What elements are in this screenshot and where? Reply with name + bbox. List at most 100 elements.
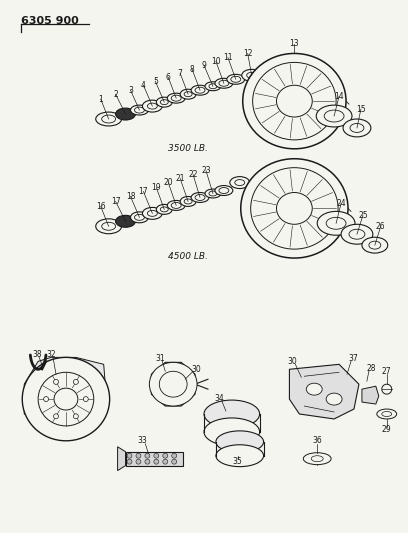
Text: 22: 22 [188, 170, 198, 179]
Text: 16: 16 [96, 202, 106, 211]
Ellipse shape [377, 409, 397, 419]
Text: 17: 17 [111, 197, 120, 206]
Ellipse shape [96, 112, 122, 126]
Polygon shape [151, 362, 195, 406]
Text: 26: 26 [376, 222, 386, 231]
Text: 12: 12 [243, 49, 253, 58]
Ellipse shape [227, 74, 245, 84]
Circle shape [136, 453, 141, 458]
Ellipse shape [167, 93, 185, 103]
Text: 8: 8 [190, 65, 195, 74]
Text: 4500 LB.: 4500 LB. [168, 252, 208, 261]
Ellipse shape [135, 107, 144, 113]
Text: 29: 29 [382, 425, 392, 434]
Ellipse shape [102, 115, 115, 123]
Ellipse shape [216, 445, 264, 466]
Polygon shape [126, 452, 183, 466]
Ellipse shape [277, 85, 312, 117]
Text: 30: 30 [191, 365, 201, 374]
Circle shape [127, 459, 132, 464]
Text: 28: 28 [366, 364, 376, 373]
Text: 3500 LB.: 3500 LB. [168, 144, 208, 154]
Text: 9: 9 [202, 61, 206, 70]
Ellipse shape [142, 100, 162, 112]
Ellipse shape [191, 192, 209, 203]
Text: 6305 900: 6305 900 [21, 15, 79, 26]
Ellipse shape [231, 76, 241, 82]
Circle shape [163, 453, 168, 458]
Ellipse shape [180, 89, 196, 99]
Text: 5: 5 [153, 77, 158, 86]
Ellipse shape [159, 372, 187, 397]
Ellipse shape [147, 211, 157, 216]
Ellipse shape [204, 400, 259, 428]
Circle shape [53, 379, 58, 384]
Text: 36: 36 [313, 437, 322, 445]
Ellipse shape [131, 105, 149, 115]
Ellipse shape [215, 78, 233, 88]
Circle shape [145, 453, 150, 458]
Text: 3: 3 [128, 86, 133, 95]
Text: 1: 1 [98, 95, 103, 103]
Ellipse shape [349, 229, 365, 239]
Ellipse shape [362, 237, 388, 253]
Text: 6: 6 [166, 73, 171, 82]
Circle shape [154, 453, 159, 458]
Ellipse shape [167, 200, 185, 211]
Circle shape [172, 459, 177, 464]
Ellipse shape [209, 191, 217, 196]
Ellipse shape [235, 180, 245, 185]
Ellipse shape [102, 222, 115, 230]
Ellipse shape [54, 388, 78, 410]
Ellipse shape [326, 217, 346, 229]
Text: 15: 15 [356, 104, 366, 114]
Ellipse shape [204, 418, 259, 446]
Ellipse shape [115, 215, 135, 227]
Ellipse shape [216, 431, 264, 453]
Text: 13: 13 [290, 39, 299, 48]
Ellipse shape [243, 53, 346, 149]
Ellipse shape [369, 241, 381, 249]
Polygon shape [289, 365, 359, 419]
Circle shape [136, 459, 141, 464]
Text: 32: 32 [46, 350, 56, 359]
Circle shape [127, 453, 132, 458]
Ellipse shape [171, 203, 181, 208]
Ellipse shape [277, 192, 312, 224]
Polygon shape [118, 447, 126, 471]
Ellipse shape [156, 205, 172, 214]
Circle shape [163, 459, 168, 464]
Ellipse shape [324, 110, 344, 122]
Ellipse shape [311, 456, 323, 462]
Ellipse shape [303, 453, 331, 465]
Text: 25: 25 [358, 211, 368, 220]
Circle shape [53, 414, 58, 419]
Ellipse shape [180, 197, 196, 206]
Text: 35: 35 [233, 457, 243, 466]
Circle shape [83, 397, 88, 401]
Ellipse shape [316, 105, 352, 127]
Ellipse shape [350, 124, 364, 132]
Ellipse shape [343, 119, 371, 137]
Ellipse shape [253, 62, 336, 140]
Ellipse shape [241, 159, 348, 258]
Ellipse shape [242, 69, 262, 81]
Text: 24: 24 [336, 199, 346, 208]
Ellipse shape [195, 87, 205, 93]
Ellipse shape [156, 97, 172, 107]
Ellipse shape [115, 108, 135, 120]
Text: 4: 4 [141, 80, 146, 90]
Text: 10: 10 [211, 57, 221, 66]
Ellipse shape [230, 176, 250, 189]
Ellipse shape [96, 219, 122, 234]
Ellipse shape [191, 85, 209, 95]
Text: 27: 27 [382, 367, 392, 376]
Ellipse shape [247, 72, 257, 78]
Ellipse shape [219, 80, 229, 86]
Text: 19: 19 [151, 183, 161, 192]
Circle shape [73, 379, 78, 384]
Ellipse shape [195, 195, 205, 200]
Text: 30: 30 [288, 357, 297, 366]
Ellipse shape [149, 362, 197, 406]
Text: 11: 11 [223, 53, 233, 62]
